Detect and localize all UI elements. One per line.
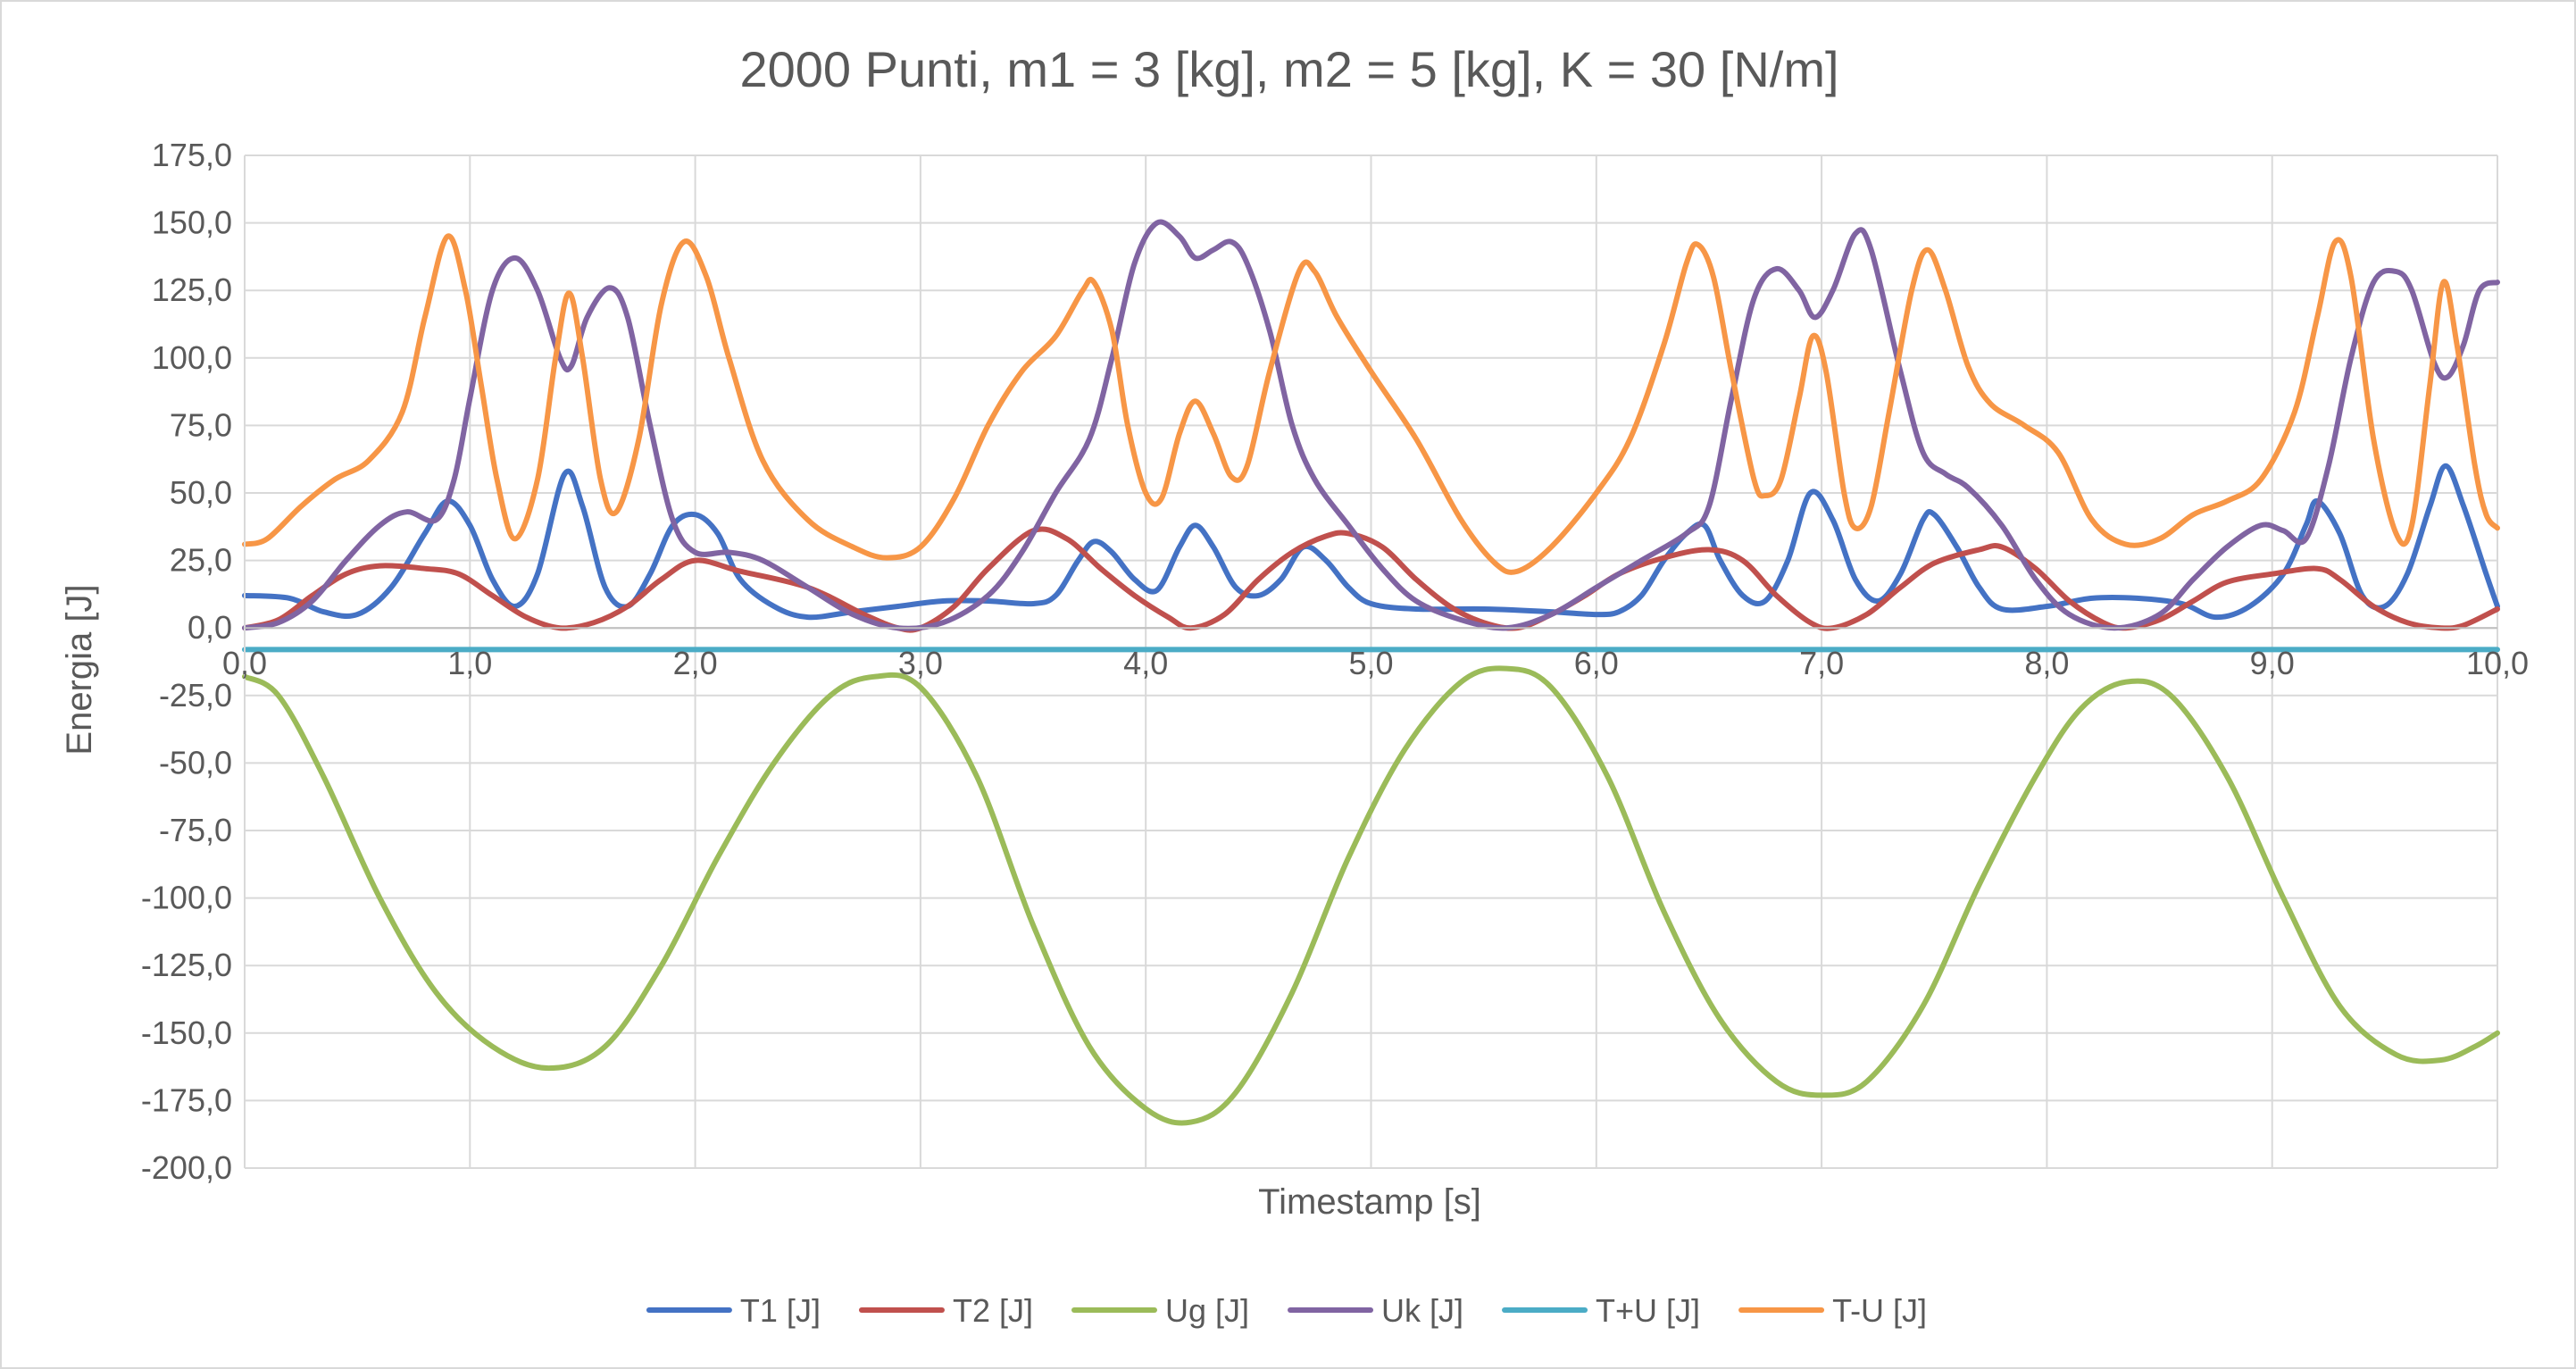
y-tick-label: -50,0 <box>159 744 232 780</box>
legend-label: Ug [J] <box>1165 1292 1249 1329</box>
legend-item: Uk [J] <box>1288 1292 1463 1329</box>
y-tick-label: 125,0 <box>152 271 232 308</box>
x-tick-label: 5,0 <box>1348 645 1393 681</box>
legend: T1 [J] T2 [J] Ug [J] Uk [J] T+U [J] T-U [J] <box>646 1292 1927 1329</box>
y-tick-label: 50,0 <box>170 474 232 511</box>
x-tick-label: 7,0 <box>1799 645 1844 681</box>
y-tick-label: -150,0 <box>141 1014 232 1051</box>
y-axis-title: Energia [J] <box>60 584 99 755</box>
axes: 175,0150,0125,0100,075,050,025,00,0-25,0… <box>141 137 2529 1186</box>
legend-item: T1 [J] <box>646 1292 821 1329</box>
legend-label: T+U [J] <box>1596 1292 1700 1329</box>
x-tick-label: 6,0 <box>1574 645 1619 681</box>
x-tick-label: 0,0 <box>222 645 267 681</box>
x-tick-label: 2,0 <box>673 645 718 681</box>
legend-label: T2 [J] <box>953 1292 1033 1329</box>
x-tick-label: 10,0 <box>2466 645 2529 681</box>
y-tick-label: 25,0 <box>170 542 232 579</box>
y-tick-label: -75,0 <box>159 812 232 848</box>
legend-item: T-U [J] <box>1738 1292 1927 1329</box>
x-tick-label: 1,0 <box>447 645 492 681</box>
legend-label: Uk [J] <box>1381 1292 1463 1329</box>
y-tick-label: 75,0 <box>170 406 232 443</box>
y-tick-label: -25,0 <box>159 677 232 714</box>
legend-item: T+U [J] <box>1502 1292 1700 1329</box>
x-tick-label: 3,0 <box>898 645 943 681</box>
x-axis-title: Timestamp [s] <box>1258 1182 1481 1222</box>
y-tick-label: -125,0 <box>141 947 232 983</box>
x-tick-label: 9,0 <box>2250 645 2295 681</box>
series-line-5 <box>242 233 2500 575</box>
y-tick-label: 175,0 <box>152 137 232 173</box>
legend-label: T1 [J] <box>740 1292 821 1329</box>
y-tick-label: -200,0 <box>141 1149 232 1186</box>
y-tick-label: 150,0 <box>152 205 232 241</box>
legend-item: T2 [J] <box>858 1292 1033 1329</box>
series-line-2 <box>242 665 2500 1126</box>
y-tick-label: -100,0 <box>141 880 232 916</box>
chart-title: 2000 Punti, m1 = 3 [kg], m2 = 5 [kg], K … <box>739 41 1838 97</box>
grid <box>244 154 2498 1169</box>
y-tick-label: 0,0 <box>188 609 232 646</box>
x-tick-label: 8,0 <box>2024 645 2069 681</box>
legend-item: Ug [J] <box>1071 1292 1249 1329</box>
legend-label: T-U [J] <box>1832 1292 1927 1329</box>
y-tick-label: -175,0 <box>141 1081 232 1118</box>
y-tick-label: 100,0 <box>152 339 232 376</box>
x-tick-label: 4,0 <box>1123 645 1168 681</box>
series-line-3 <box>242 219 2500 631</box>
